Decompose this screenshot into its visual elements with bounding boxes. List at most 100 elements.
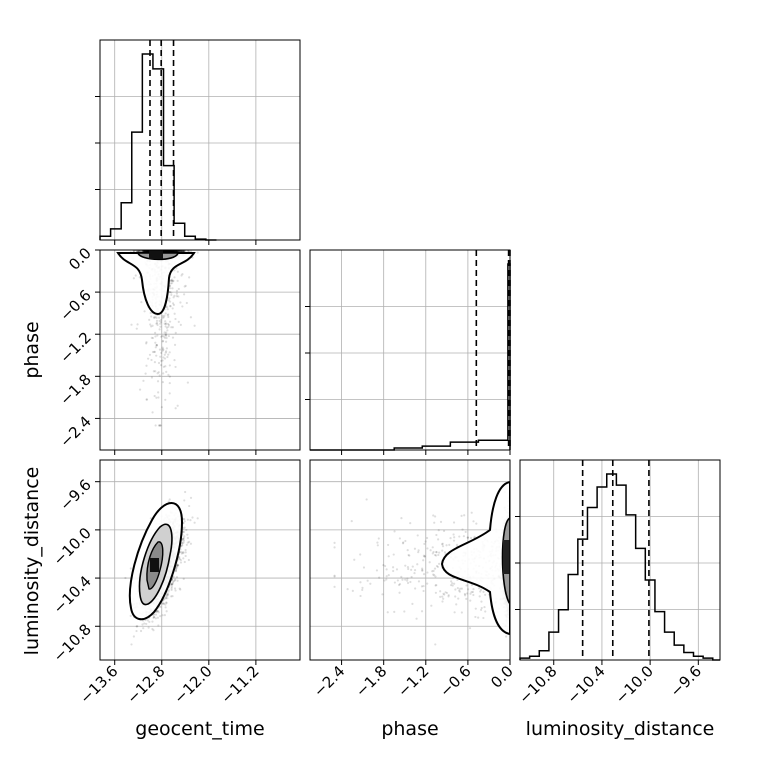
sample-point [162,250,166,253]
sample-point [165,595,168,598]
sample-point [165,347,168,350]
sample-point [157,361,161,365]
sample-point [139,629,143,633]
sample-point [165,340,168,343]
sample-point [189,519,192,522]
sample-point [184,554,187,558]
sample-point [167,250,170,253]
sample-point [166,314,169,317]
contour-outer [116,252,196,316]
sample-point [165,250,168,253]
sample-point [175,267,178,270]
sample-point [167,353,170,356]
sample-point [167,250,170,253]
sample-point [174,407,177,410]
sample-point [176,250,179,253]
sample-point [170,282,174,285]
sample-point [154,370,157,373]
sample-point [183,250,186,253]
sample-point [152,370,155,373]
sample-point [165,334,168,337]
sample-point [179,250,182,253]
sample-point [196,517,199,520]
sample-point [193,324,196,327]
sample-point [175,576,179,579]
sample-point [156,323,159,327]
sample-point [162,372,165,375]
sample-point [172,250,176,253]
sample-point [167,315,170,319]
sample-point [175,292,178,295]
sample-point [161,359,164,362]
sample-point [173,269,176,272]
sample-point [174,567,178,571]
sample-point [189,250,193,253]
sample-point [167,250,171,253]
sample-point [158,348,162,351]
sample-point [181,537,185,540]
sample-point [169,250,173,253]
sample-point [181,544,184,547]
sample-point [151,350,155,354]
sample-point [162,250,166,253]
sample-point [175,250,178,253]
sample-point [132,635,135,638]
sample-point [151,620,154,623]
sample-point [188,276,191,279]
sample-point [168,250,171,253]
sample-point [163,353,166,356]
sample-point [176,564,179,567]
sample-point [182,551,185,555]
sample-point [162,339,165,343]
sample-point [166,594,169,597]
sample-point [189,542,193,545]
sample-point [143,622,146,625]
sample-point [172,280,175,283]
sample-point [164,250,167,253]
sample-point [132,277,135,280]
sample-point [164,250,167,253]
sample-point [180,552,183,555]
sample-point [145,622,148,626]
sample-point [168,290,171,294]
sample-point [155,316,158,319]
sample-point [159,322,162,325]
sample-point [155,344,158,347]
sample-point [163,314,166,317]
sample-point [166,308,169,311]
sample-point [168,392,171,395]
sample-point [138,276,141,279]
sample-point [166,250,169,253]
sample-point [168,284,172,287]
sample-point [158,319,161,322]
sample-point [183,285,186,288]
sample-point [162,348,165,351]
sample-point [173,579,176,582]
sample-point [147,357,150,360]
sample-point [183,250,186,253]
sample-point [156,609,160,613]
sample-point [171,250,174,253]
sample-point [167,250,170,253]
sample-point [176,279,179,282]
sample-point [165,370,168,373]
sample-point [170,291,173,294]
sample-point [166,597,169,600]
sample-point [162,335,165,338]
sample-point [167,250,170,253]
sample-point [155,322,158,325]
sample-point [148,318,151,321]
sample-point [168,498,171,501]
sample-point [157,624,160,627]
sample-point [165,250,168,253]
sample-point [175,566,179,569]
sample-point [172,250,175,253]
sample-point [173,250,176,253]
sample-point [166,592,169,595]
sample-point [178,557,181,561]
sample-point [181,273,184,276]
sample-point [168,250,172,253]
sample-point [174,569,178,573]
sample-point [164,250,167,253]
sample-point [164,365,167,368]
